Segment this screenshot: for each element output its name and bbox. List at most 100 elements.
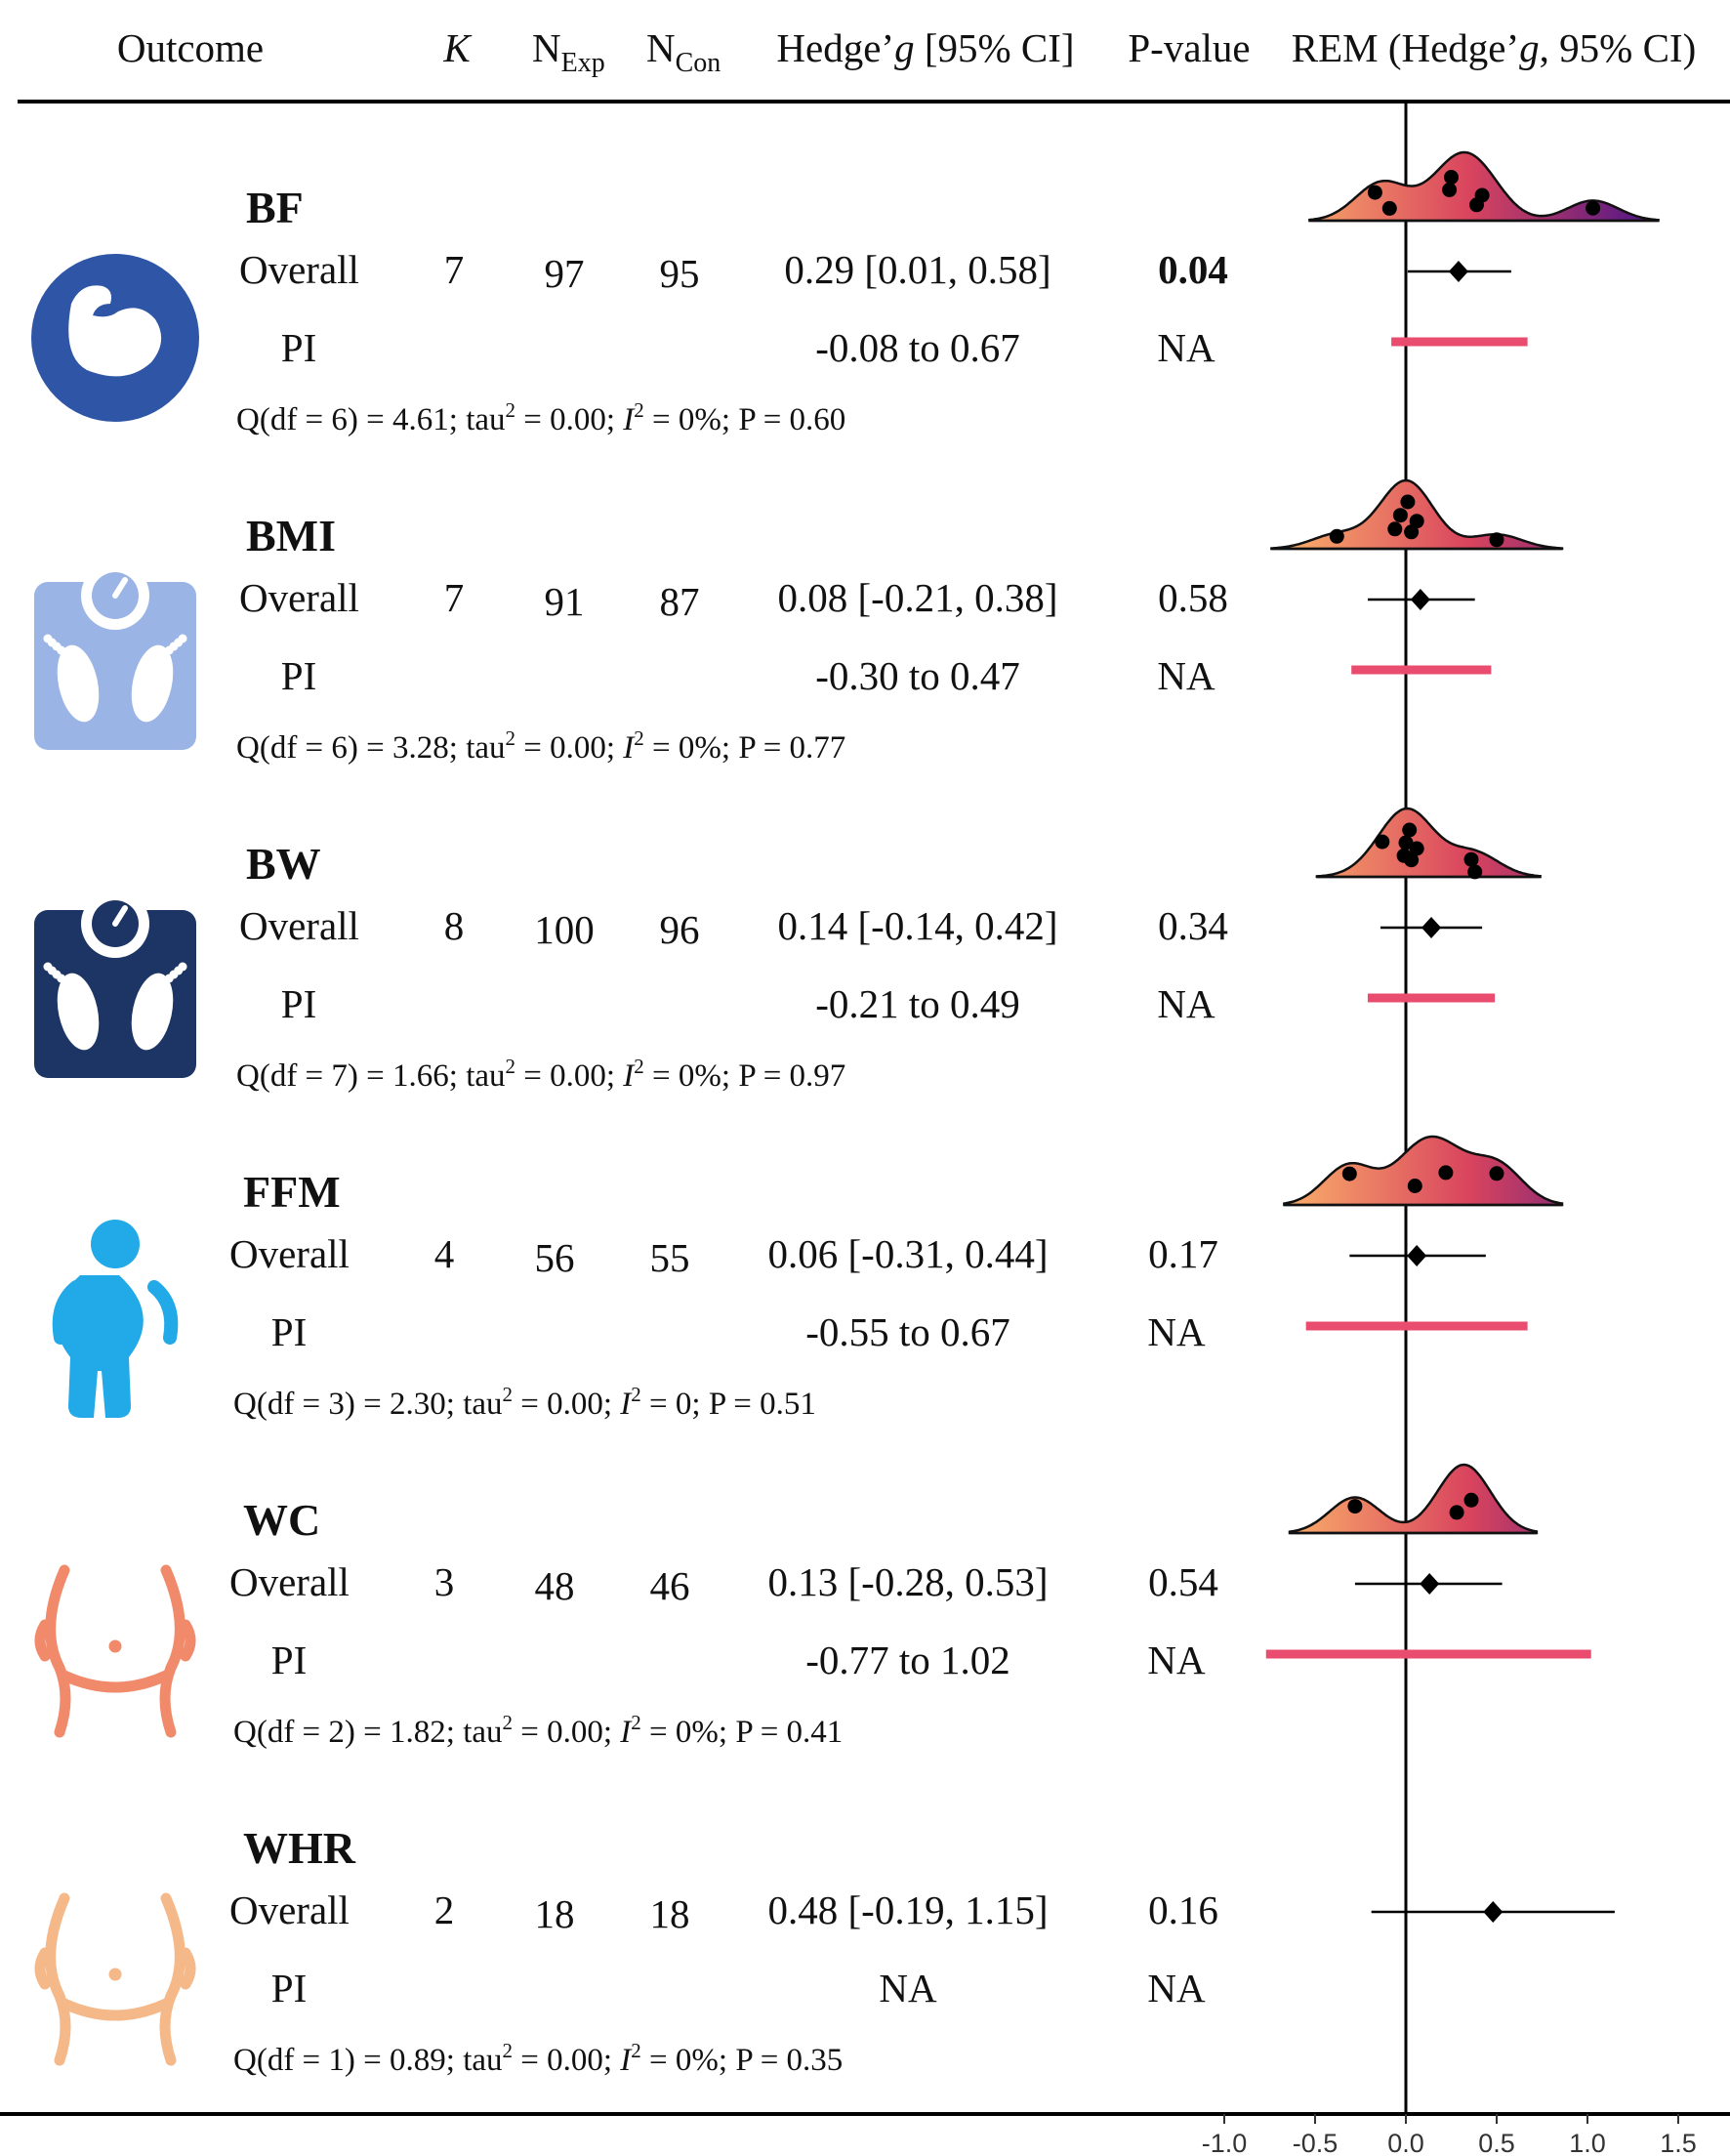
k-value: 7 [444,575,465,620]
study-point [1467,864,1483,880]
n-con-value: 96 [660,907,700,952]
effect-diamond [1421,917,1442,938]
pi-label: PI [281,325,316,370]
study-point [1402,822,1418,838]
study-point [1347,1499,1363,1514]
outcome-title: WC [243,1495,320,1545]
header-hedges-ci: Hedge’g [95% CI] [776,25,1074,70]
pi-range-text: -0.30 to 0.47 [815,653,1020,698]
x-tick-label: 1.5 [1660,2129,1697,2156]
pi-range-text: NA [879,1966,937,2011]
study-point [1400,494,1416,510]
study-point [1375,834,1390,850]
pi-p-value: NA [1157,653,1215,698]
outcome-block-wc: WC Overall 3 48 46 0.13 [-0.28, 0.53] 0.54 PI -0… [229,1495,1218,1750]
study-point [1444,170,1459,185]
study-point [1387,521,1403,537]
k-value: 8 [444,903,465,948]
density-ridge [1308,150,1660,223]
k-value: 7 [444,247,465,292]
study-point [1409,514,1424,529]
study-point [1381,200,1397,216]
pi-p-value: NA [1157,325,1215,370]
outcome-title: FFM [243,1167,341,1217]
plot-marks [1265,150,1660,1923]
estimate-ci-text: 0.48 [-0.19, 1.15] [768,1887,1049,1932]
pi-range-text: -0.21 to 0.49 [815,981,1020,1026]
p-value: 0.34 [1158,903,1228,948]
heterogeneity-stats: Q(df = 7) = 1.66; tau2 = 0.00; I2 = 0%; … [236,1055,845,1094]
pi-label: PI [281,981,316,1026]
study-point [1463,851,1479,867]
outcome-block-bw: BW Overall 8 100 96 0.14 [-0.14, 0.42] 0.34 PI -… [236,839,1228,1094]
header-n-exp: NExp [532,25,605,78]
waist-icon [34,1892,196,2066]
study-point [1407,1179,1422,1193]
k-value: 3 [434,1559,455,1604]
outcome-block-bf: BF Overall 7 97 95 0.29 [0.01, 0.58] 0.04 PI -0.… [236,183,1228,437]
table-header: Outcome K NExp NCon Hedge’g [95% CI] P-v… [117,25,1696,78]
overall-label: Overall [239,903,359,948]
study-point [1409,841,1424,856]
x-axis: -1.0 -0.5 0.0 0.5 1.0 1.5 [1202,2114,1697,2156]
n-con-value: 95 [660,251,700,296]
study-point [1329,528,1344,544]
n-con-value: 46 [650,1563,690,1608]
header-n-con: NCon [646,25,721,78]
x-tick-label: 0.5 [1478,2129,1515,2156]
x-tick-label: 1.0 [1569,2129,1606,2156]
outcome-title: BMI [246,511,336,560]
waist-icon [34,1564,196,1738]
estimate-ci-text: 0.08 [-0.21, 0.38] [778,575,1058,620]
effect-diamond [1407,1245,1427,1266]
pi-range-text: -0.55 to 0.67 [805,1309,1010,1354]
study-point [1489,1166,1504,1182]
study-point [1398,835,1414,850]
effect-diamond [1420,1573,1440,1595]
outcome-rows: BF Overall 7 97 95 0.29 [0.01, 0.58] 0.04 PI -0.… [229,183,1228,2078]
effect-diamond [1448,261,1468,282]
heterogeneity-stats: Q(df = 1) = 0.89; tau2 = 0.00; I2 = 0%; … [233,2039,843,2078]
study-point [1463,1492,1479,1508]
p-value: 0.16 [1148,1887,1218,1932]
study-point [1404,852,1420,868]
study-point [1474,187,1490,203]
x-tick-label: 0.0 [1387,2129,1424,2156]
outcome-title: BF [246,183,304,232]
effect-diamond [1483,1901,1503,1923]
person-obese-icon [52,1220,179,1418]
overall-label: Overall [239,575,359,620]
n-exp-value: 91 [545,579,585,624]
pi-p-value: NA [1157,981,1215,1026]
study-point [1392,508,1408,523]
overall-label: Overall [229,1887,350,1932]
study-point [1442,182,1458,197]
header-p-value: P-value [1128,25,1250,70]
overall-label: Overall [229,1559,350,1604]
outcome-title: WHR [243,1823,356,1873]
p-value: 0.58 [1158,575,1228,620]
k-value: 4 [434,1231,455,1276]
study-point [1438,1165,1454,1181]
n-exp-value: 100 [534,907,595,952]
heterogeneity-stats: Q(df = 2) = 1.82; tau2 = 0.00; I2 = 0%; … [233,1711,843,1750]
effect-diamond [1410,589,1430,610]
pi-p-value: NA [1147,1309,1206,1354]
pi-label: PI [281,653,316,698]
x-tick-label: -0.5 [1293,2129,1339,2156]
overall-label: Overall [229,1231,350,1276]
outcome-block-bmi: BMI Overall 7 91 87 0.08 [-0.21, 0.38] 0.58 PI -… [236,511,1228,766]
heterogeneity-stats: Q(df = 6) = 3.28; tau2 = 0.00; I2 = 0%; … [236,726,845,766]
density-ridge [1315,807,1542,879]
outcome-block-ffm: FFM Overall 4 56 55 0.06 [-0.31, 0.44] 0.17 PI -… [229,1167,1218,1422]
outcome-block-whr: WHR Overall 2 18 18 0.48 [-0.19, 1.15] 0.16 PI N… [229,1823,1218,2078]
study-point [1367,185,1382,200]
pi-label: PI [271,1638,307,1682]
n-con-value: 55 [650,1235,690,1280]
header-rem: REM (Hedge’g, 95% CI) [1292,25,1696,70]
header-outcome: Outcome [117,25,264,70]
header-k: K [442,25,473,70]
x-tick-label: -1.0 [1202,2129,1248,2156]
n-exp-value: 48 [535,1563,575,1608]
p-value: 0.54 [1148,1559,1218,1604]
